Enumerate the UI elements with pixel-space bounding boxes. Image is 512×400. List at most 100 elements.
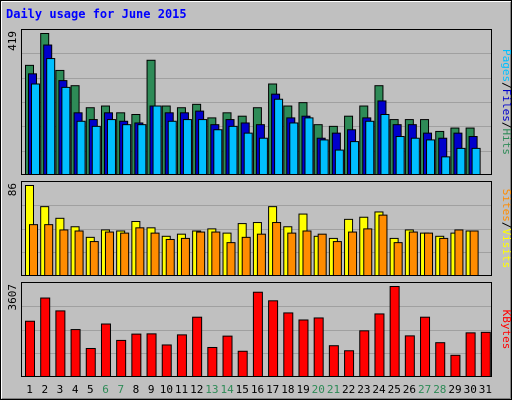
bar-pages-day-12 bbox=[198, 119, 208, 175]
bar-sites-day-18 bbox=[287, 232, 297, 276]
bar-sites-day-5 bbox=[89, 241, 99, 276]
bar-kbytes-day-20 bbox=[313, 317, 324, 377]
bar-pages-day-20 bbox=[319, 139, 329, 175]
bar-sites-day-11 bbox=[180, 237, 190, 277]
x-tick-label: 9 bbox=[148, 383, 155, 396]
bar-sites-day-19 bbox=[302, 230, 312, 276]
x-tick-label: 7 bbox=[117, 383, 124, 396]
bar-kbytes-day-7 bbox=[116, 339, 127, 378]
bar-sites-day-3 bbox=[59, 229, 69, 277]
bar-pages-day-28 bbox=[441, 156, 451, 175]
bar-pages-day-29 bbox=[456, 147, 466, 176]
bar-pages-day-3 bbox=[61, 86, 71, 175]
bar-sites-day-13 bbox=[211, 231, 221, 276]
x-tick-label: 16 bbox=[251, 383, 264, 396]
bar-pages-day-23 bbox=[365, 120, 375, 175]
bar-sites-day-14 bbox=[226, 242, 236, 277]
bar-pages-day-5 bbox=[91, 125, 101, 176]
x-tick-label: 27 bbox=[418, 383, 431, 396]
bar-pages-day-16 bbox=[258, 137, 268, 175]
panel-middle-ymax-label: 86 bbox=[6, 183, 19, 196]
bar-sites-day-9 bbox=[150, 232, 160, 276]
bar-pages-day-6 bbox=[106, 119, 116, 175]
bar-kbytes-day-5 bbox=[85, 347, 96, 377]
chart-title: Daily usage for June 2015 bbox=[6, 7, 187, 21]
bar-pages-day-2 bbox=[46, 58, 56, 175]
bar-pages-day-13 bbox=[213, 129, 223, 176]
bar-sites-day-17 bbox=[272, 222, 282, 276]
bar-kbytes-day-28 bbox=[435, 342, 446, 377]
bar-kbytes-day-6 bbox=[100, 323, 111, 377]
bar-kbytes-day-17 bbox=[268, 300, 279, 377]
bar-kbytes-day-19 bbox=[298, 319, 309, 377]
x-tick-label: 23 bbox=[357, 383, 370, 396]
bar-kbytes-day-27 bbox=[420, 316, 431, 378]
x-tick-label: 14 bbox=[220, 383, 234, 396]
legend-text: / bbox=[500, 222, 512, 229]
bar-sites-day-20 bbox=[317, 233, 327, 277]
bar-kbytes-day-22 bbox=[344, 350, 355, 378]
bar-kbytes-day-3 bbox=[55, 310, 66, 378]
bar-sites-day-1 bbox=[29, 224, 38, 277]
bar-sites-day-2 bbox=[44, 224, 54, 277]
legend-text: KBytes bbox=[500, 310, 512, 350]
bar-sites-day-28 bbox=[439, 237, 449, 277]
bar-kbytes-day-12 bbox=[192, 316, 203, 378]
legend-label-top: Pages/Files/Hits bbox=[500, 49, 512, 155]
bar-pages-day-25 bbox=[395, 136, 405, 176]
bar-sites-day-26 bbox=[408, 231, 418, 276]
x-tick-label: 22 bbox=[342, 383, 355, 396]
x-tick-label: 29 bbox=[448, 383, 461, 396]
bar-sites-day-23 bbox=[363, 228, 373, 277]
x-tick-label: 6 bbox=[102, 383, 109, 396]
bar-sites-day-6 bbox=[104, 231, 114, 276]
bar-kbytes-day-23 bbox=[359, 330, 370, 378]
bar-kbytes-day-25 bbox=[389, 286, 400, 377]
bar-sites-day-22 bbox=[348, 231, 358, 276]
bar-pages-day-11 bbox=[182, 119, 192, 175]
bar-pages-day-15 bbox=[243, 132, 253, 176]
bar-sites-day-8 bbox=[135, 227, 145, 276]
bar-sites-day-10 bbox=[165, 238, 175, 277]
x-tick-label: 25 bbox=[388, 383, 401, 396]
bar-pages-day-21 bbox=[334, 149, 344, 175]
x-tick-label: 1 bbox=[26, 383, 33, 396]
bar-kbytes-day-8 bbox=[131, 333, 142, 377]
legend-text: / bbox=[500, 82, 512, 89]
bar-pages-day-17 bbox=[274, 98, 284, 175]
bar-kbytes-day-31 bbox=[480, 331, 491, 377]
x-tick-label: 18 bbox=[281, 383, 294, 396]
legend-text: Visits bbox=[500, 229, 512, 269]
bar-pages-day-19 bbox=[304, 117, 314, 175]
bar-sites-day-7 bbox=[120, 232, 130, 276]
x-tick-label: 3 bbox=[57, 383, 64, 396]
legend-label-middle: Sites/Visits bbox=[500, 189, 512, 269]
bar-kbytes-day-10 bbox=[161, 344, 172, 378]
bar-kbytes-day-26 bbox=[404, 335, 415, 378]
bar-sites-day-12 bbox=[196, 231, 206, 276]
bar-sites-day-21 bbox=[332, 241, 342, 276]
bar-kbytes-day-2 bbox=[40, 297, 51, 378]
legend-text: Files bbox=[500, 89, 512, 122]
bar-pages-day-8 bbox=[137, 124, 147, 176]
x-tick-label: 12 bbox=[190, 383, 203, 396]
bar-pages-day-27 bbox=[426, 139, 436, 175]
bar-kbytes-day-13 bbox=[207, 346, 218, 377]
x-tick-label: 20 bbox=[312, 383, 325, 396]
bar-sites-day-24 bbox=[378, 214, 388, 277]
x-tick-label: 17 bbox=[266, 383, 279, 396]
bar-kbytes-day-4 bbox=[70, 329, 81, 377]
bar-sites-day-16 bbox=[256, 233, 266, 277]
legend-text: Sites bbox=[500, 189, 512, 222]
x-tick-label: 31 bbox=[479, 383, 492, 396]
legend-text: Hits bbox=[500, 129, 512, 156]
bar-kbytes-day-9 bbox=[146, 333, 157, 377]
bar-pages-day-4 bbox=[76, 120, 86, 175]
x-tick-label: 4 bbox=[72, 383, 79, 396]
bar-kbytes-day-1 bbox=[25, 320, 35, 378]
bar-pages-day-9 bbox=[152, 105, 162, 175]
x-tick-label: 21 bbox=[327, 383, 340, 396]
bar-pages-day-10 bbox=[167, 120, 177, 175]
x-tick-label: 13 bbox=[205, 383, 218, 396]
bar-pages-day-1 bbox=[31, 83, 40, 175]
